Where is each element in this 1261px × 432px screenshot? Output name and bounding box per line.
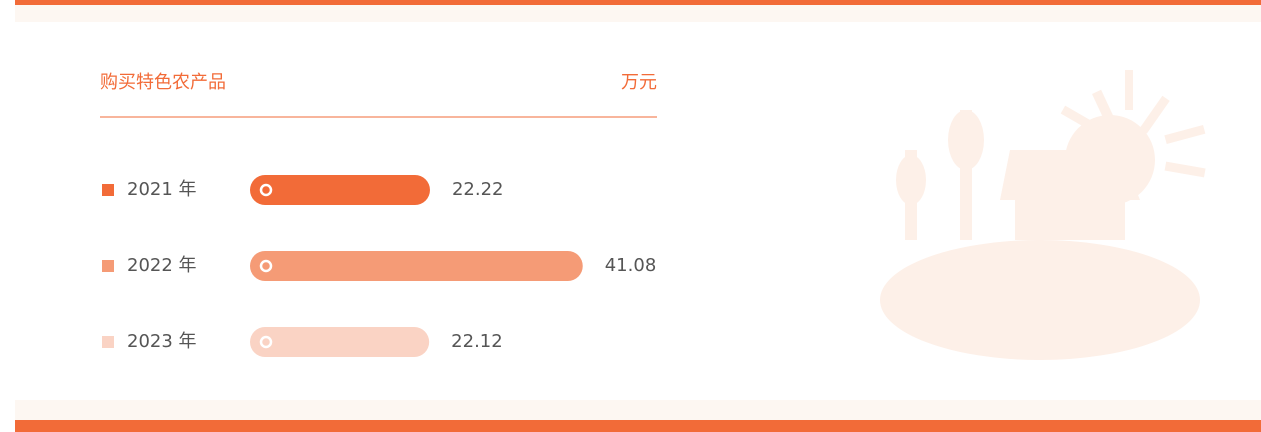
chart-title: 购买特色农产品 bbox=[100, 72, 226, 93]
bottom-stripe bbox=[15, 420, 1261, 432]
farm-illustration bbox=[880, 70, 1206, 360]
category-label: 2023 年 bbox=[127, 331, 197, 352]
top-stripe bbox=[15, 0, 1261, 5]
legend-swatch bbox=[102, 184, 114, 196]
bar bbox=[250, 251, 583, 281]
bar bbox=[250, 175, 430, 205]
top-band bbox=[15, 5, 1261, 22]
value-label: 22.22 bbox=[452, 179, 504, 200]
category-label: 2021 年 bbox=[127, 179, 197, 200]
legend-swatch bbox=[102, 336, 114, 348]
chart: 购买特色农产品 万元 2021 年 22.22 2022 年 41.08 2023 年 2… bbox=[0, 0, 1261, 432]
category-label: 2022 年 bbox=[127, 255, 197, 276]
unit-label: 万元 bbox=[621, 72, 657, 93]
value-label: 41.08 bbox=[605, 255, 657, 276]
legend-swatch bbox=[102, 260, 114, 272]
value-label: 22.12 bbox=[451, 331, 503, 352]
bar bbox=[250, 327, 429, 357]
bottom-band bbox=[15, 400, 1261, 420]
